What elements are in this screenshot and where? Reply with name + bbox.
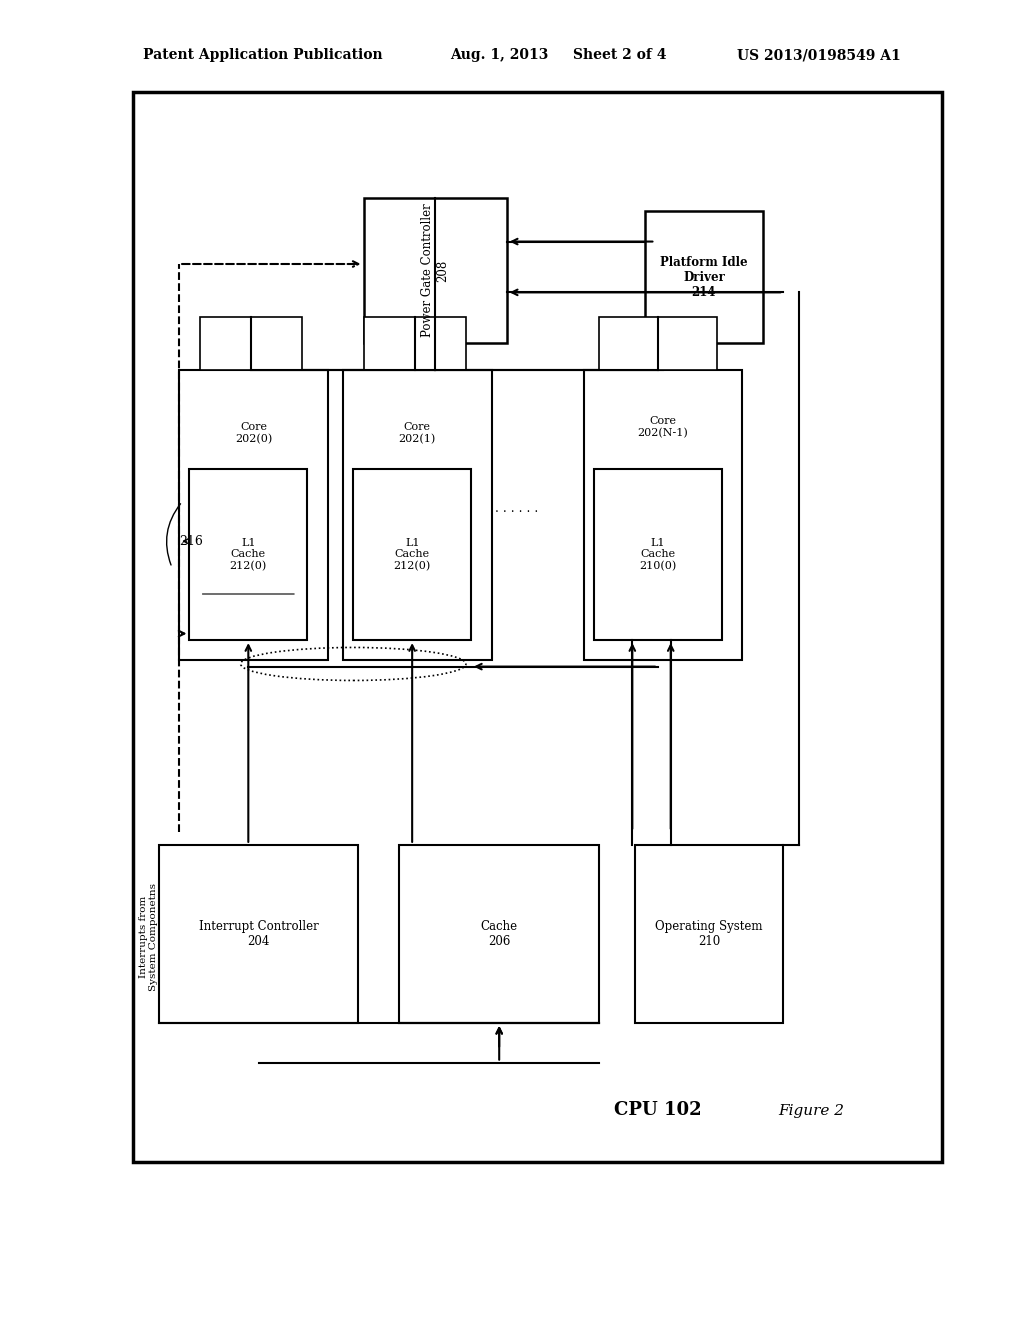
FancyBboxPatch shape [189,469,307,640]
Text: L1
Cache
212(0): L1 Cache 212(0) [229,537,267,572]
Text: Patent Application Publication: Patent Application Publication [143,49,383,62]
Text: Power Gate Controller
208: Power Gate Controller 208 [421,203,450,338]
Text: Core
202(1): Core 202(1) [398,422,436,445]
FancyBboxPatch shape [594,469,722,640]
FancyBboxPatch shape [353,469,471,640]
Text: Cache
206: Cache 206 [480,920,518,948]
Text: 216: 216 [179,535,203,548]
FancyBboxPatch shape [399,845,599,1023]
Text: . . . . . .: . . . . . . [496,502,539,515]
FancyBboxPatch shape [635,845,783,1023]
FancyBboxPatch shape [200,317,302,370]
Text: Sheet 2 of 4: Sheet 2 of 4 [573,49,667,62]
FancyBboxPatch shape [364,198,507,343]
Text: Core
202(0): Core 202(0) [234,422,272,445]
Text: Platform Idle
Driver
214: Platform Idle Driver 214 [660,256,748,298]
FancyBboxPatch shape [179,370,328,660]
Text: Interrupt Controller
204: Interrupt Controller 204 [199,920,318,948]
FancyBboxPatch shape [645,211,763,343]
FancyBboxPatch shape [159,845,358,1023]
Text: Figure 2: Figure 2 [778,1105,844,1118]
Text: Core
202(N-1): Core 202(N-1) [638,416,688,438]
FancyBboxPatch shape [364,317,466,370]
Text: Operating System
210: Operating System 210 [655,920,763,948]
FancyBboxPatch shape [133,92,942,1162]
Text: US 2013/0198549 A1: US 2013/0198549 A1 [737,49,901,62]
FancyBboxPatch shape [343,370,492,660]
Text: Interrupts from
System Componetns: Interrupts from System Componetns [139,883,158,991]
FancyBboxPatch shape [599,317,717,370]
Text: L1
Cache
212(0): L1 Cache 212(0) [393,537,431,572]
Text: L1
Cache
210(0): L1 Cache 210(0) [639,537,677,572]
Text: CPU 102: CPU 102 [614,1101,702,1119]
FancyBboxPatch shape [584,370,742,660]
Text: Aug. 1, 2013: Aug. 1, 2013 [451,49,549,62]
